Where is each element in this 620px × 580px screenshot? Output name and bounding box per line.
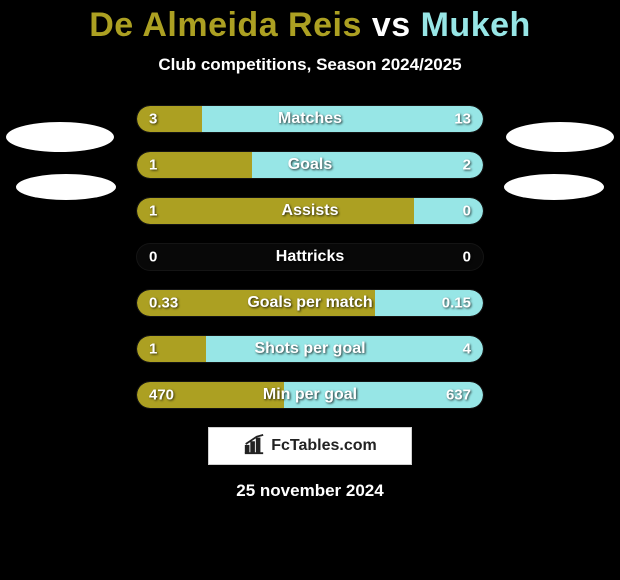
title-player1: De Almeida Reis xyxy=(89,6,362,44)
stat-row: 1 2 Goals xyxy=(136,151,484,179)
player-avatar-left-2 xyxy=(16,174,116,200)
stat-value-right: 4 xyxy=(463,341,471,358)
title-vs: vs xyxy=(372,6,411,44)
stat-row: 3 13 Matches xyxy=(136,105,484,133)
stat-value-right: 0 xyxy=(463,249,471,266)
stat-value-left: 0.33 xyxy=(149,295,178,312)
watermark: FcTables.com xyxy=(208,427,412,465)
stat-bar-left xyxy=(137,106,202,132)
stat-value-left: 0 xyxy=(149,249,157,266)
stat-value-left: 3 xyxy=(149,111,157,128)
stat-label: Matches xyxy=(278,110,342,128)
date-label: 25 november 2024 xyxy=(0,481,620,501)
stat-value-left: 1 xyxy=(149,341,157,358)
player-avatar-left-1 xyxy=(6,122,114,152)
stat-row: 1 4 Shots per goal xyxy=(136,335,484,363)
watermark-text: FcTables.com xyxy=(271,437,377,455)
stat-label: Shots per goal xyxy=(254,340,365,358)
stat-label: Hattricks xyxy=(276,248,344,266)
stat-bar-left xyxy=(137,336,206,362)
stat-value-left: 470 xyxy=(149,387,174,404)
stat-bar-right xyxy=(414,198,483,224)
stat-row: 1 0 Assists xyxy=(136,197,484,225)
stat-row: 0.33 0.15 Goals per match xyxy=(136,289,484,317)
stat-row: 0 0 Hattricks xyxy=(136,243,484,271)
stat-label: Assists xyxy=(282,202,339,220)
page-title: De Almeida Reis vs Mukeh xyxy=(0,0,620,45)
stat-label: Goals per match xyxy=(247,294,372,312)
comparison-chart: 3 13 Matches 1 2 Goals 1 0 Assists 0 0 Hattricks 0.3… xyxy=(136,105,484,409)
player-avatar-right-1 xyxy=(506,122,614,152)
subtitle: Club competitions, Season 2024/2025 xyxy=(0,55,620,75)
stat-value-left: 1 xyxy=(149,157,157,174)
stat-label: Min per goal xyxy=(263,386,357,404)
stat-value-right: 13 xyxy=(454,111,471,128)
stat-value-right: 2 xyxy=(463,157,471,174)
stat-label: Goals xyxy=(288,156,332,174)
player-avatar-right-2 xyxy=(504,174,604,200)
stat-row: 470 637 Min per goal xyxy=(136,381,484,409)
stat-bar-left xyxy=(137,198,414,224)
chart-icon xyxy=(243,433,265,460)
title-player2: Mukeh xyxy=(421,6,531,44)
stat-value-right: 637 xyxy=(446,387,471,404)
stat-bar-right xyxy=(202,106,483,132)
stat-value-right: 0 xyxy=(463,203,471,220)
stat-value-left: 1 xyxy=(149,203,157,220)
stat-value-right: 0.15 xyxy=(442,295,471,312)
